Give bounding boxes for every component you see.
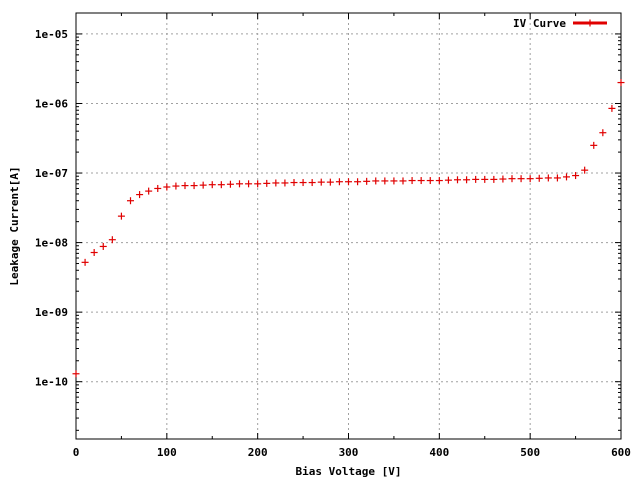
data-point — [408, 177, 416, 185]
grid — [76, 13, 621, 439]
data-point — [499, 175, 507, 183]
data-point — [417, 177, 425, 185]
data-point — [481, 175, 489, 183]
data-point — [263, 179, 271, 187]
data-point — [345, 178, 352, 186]
data-point — [99, 242, 107, 250]
data-point — [599, 129, 607, 137]
data-point — [136, 191, 144, 199]
data-point — [399, 177, 407, 185]
x-tick-label: 100 — [157, 446, 177, 459]
data-point — [190, 182, 198, 190]
axis-ticks: 0 100 200 300 400 500 600 1e-10 1e-09 1e-08 1e-07 1… — [35, 13, 631, 459]
data-point — [208, 181, 216, 189]
data-point — [199, 181, 207, 189]
data-point — [163, 183, 171, 191]
data-point — [81, 258, 89, 266]
data-point — [254, 180, 262, 188]
data-point — [299, 179, 307, 187]
data-point — [108, 236, 116, 244]
data-point — [617, 79, 625, 87]
x-tick-label: 0 — [73, 446, 80, 459]
data-point — [426, 177, 434, 185]
y-tick-label: 1e-07 — [35, 167, 68, 180]
x-tick-label: 200 — [248, 446, 268, 459]
data-point — [608, 104, 616, 112]
data-point — [154, 184, 162, 192]
data-point — [317, 178, 325, 186]
data-point — [508, 175, 516, 183]
data-point — [544, 174, 552, 182]
data-point — [563, 173, 570, 181]
data-point — [127, 197, 134, 205]
y-tick-label: 1e-06 — [35, 97, 68, 110]
data-point — [181, 182, 189, 190]
y-tick-label: 1e-10 — [35, 376, 68, 389]
x-tick-label: 500 — [520, 446, 540, 459]
data-point — [581, 166, 589, 174]
legend-marker — [586, 19, 594, 27]
plot-frame — [75, 12, 622, 440]
series-markers — [72, 79, 625, 378]
data-point — [517, 175, 525, 183]
legend: IV Curve — [513, 17, 607, 30]
data-point — [90, 249, 98, 257]
data-point — [281, 179, 289, 187]
y-tick-label: 1e-08 — [35, 237, 68, 250]
data-point — [490, 175, 498, 183]
y-tick-label: 1e-05 — [35, 28, 68, 41]
data-point — [354, 178, 362, 186]
x-tick-label: 600 — [611, 446, 631, 459]
data-point — [217, 181, 225, 189]
data-point — [172, 182, 180, 190]
data-point — [444, 176, 452, 184]
data-point — [472, 175, 480, 183]
data-point — [272, 179, 280, 187]
legend-label: IV Curve — [513, 17, 566, 30]
data-point — [245, 180, 253, 188]
x-axis-label: Bias Voltage [V] — [296, 465, 402, 478]
y-tick-label: 1e-09 — [35, 306, 68, 319]
data-point — [435, 177, 443, 185]
x-tick-label: 400 — [429, 446, 449, 459]
data-point — [117, 212, 125, 220]
data-point — [308, 179, 316, 187]
data-point — [145, 187, 153, 195]
data-point — [526, 175, 534, 183]
data-point — [326, 178, 334, 186]
y-axis-label: Leakage Current[A] — [8, 166, 21, 285]
data-point — [454, 176, 461, 184]
data-point — [590, 141, 598, 149]
data-point — [572, 172, 580, 180]
data-point — [363, 177, 371, 185]
data-point — [390, 177, 398, 185]
data-point — [463, 176, 471, 184]
x-tick-label: 300 — [339, 446, 359, 459]
data-point — [553, 174, 561, 182]
data-point — [335, 178, 343, 186]
data-point — [226, 180, 234, 188]
data-point — [372, 177, 380, 185]
data-point — [381, 177, 389, 185]
data-point — [236, 180, 243, 188]
data-point — [290, 179, 298, 187]
data-point — [535, 174, 543, 182]
data-point — [72, 370, 80, 378]
